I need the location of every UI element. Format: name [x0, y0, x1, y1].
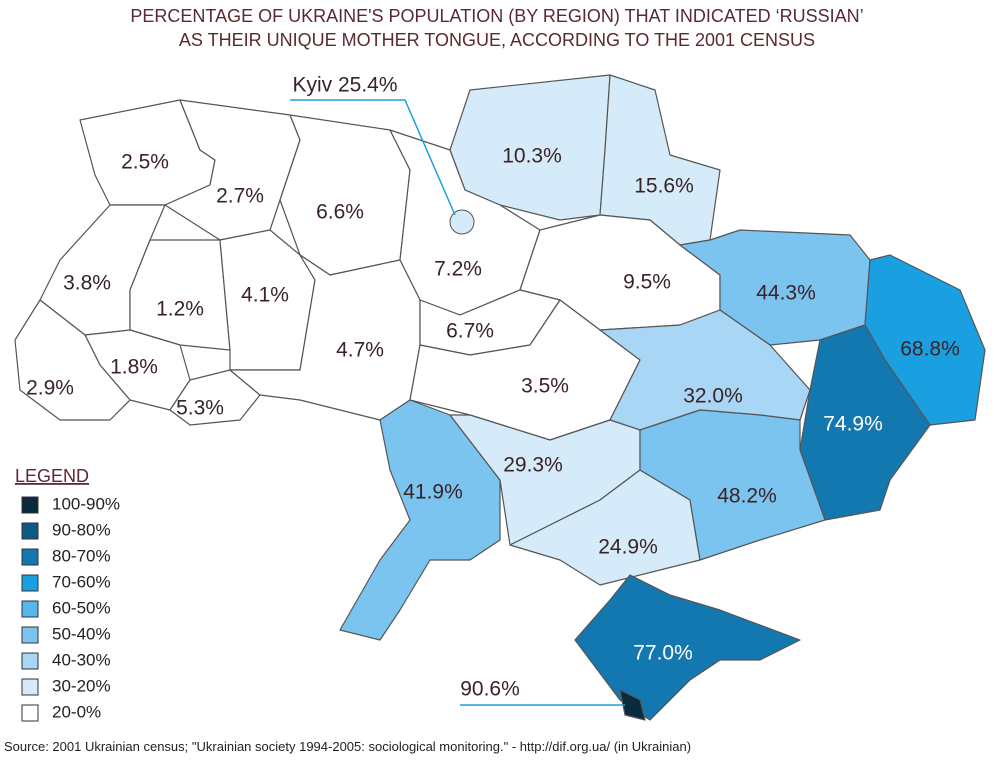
region-label: 3.5% [521, 375, 569, 398]
legend-label: 90-80% [52, 520, 111, 539]
region-label: 5.3% [176, 397, 224, 420]
region-shape [129, 239, 231, 351]
region-shape [279, 114, 411, 276]
region-shape [799, 324, 931, 521]
region-label: 4.1% [241, 284, 289, 307]
legend-label: 40-30% [52, 650, 111, 669]
region-label: 6.6% [316, 201, 364, 224]
regions [14, 74, 986, 721]
region-labels: 2.5% 2.7% 6.6% 10.3% 15.6% 3.8% 1.2% 4.1% 7.2% 9.… [26, 145, 960, 665]
legend-swatch [21, 574, 39, 592]
legend-label: 70-60% [52, 572, 111, 591]
callout-label: Kyiv 25.4% [292, 74, 397, 97]
region-shape [619, 689, 646, 721]
legend-label: 50-40% [52, 624, 111, 643]
legend-label: 80-70% [52, 546, 111, 565]
region-shape [574, 574, 801, 721]
region-label: 1.2% [156, 298, 204, 321]
leader-line [290, 99, 456, 216]
legend-swatch [21, 548, 39, 566]
region-label: 2.9% [26, 377, 74, 400]
legend-swatch [21, 600, 39, 618]
legend-label: 100-90% [52, 494, 120, 513]
region-label: 7.2% [434, 258, 482, 281]
region-shape [639, 409, 826, 561]
legend-swatch [21, 704, 39, 722]
region-label: 6.7% [446, 320, 494, 343]
region-label: 44.3% [756, 282, 816, 305]
legend-label: 30-20% [52, 676, 111, 695]
region-label: 4.7% [336, 339, 384, 362]
legend: 100-90% 90-80% 80-70% 70-60% 60-50% 50-40% 40-… [21, 494, 120, 722]
legend-swatch [21, 496, 39, 514]
region-label: 24.9% [598, 536, 658, 559]
region-label: 29.3% [503, 454, 563, 477]
legend-label: 60-50% [52, 598, 111, 617]
callout-label: 90.6% [460, 678, 520, 701]
legend-swatch [21, 626, 39, 644]
region-label: 2.7% [216, 185, 264, 208]
region-label: 41.9% [403, 481, 463, 504]
kyiv-city [449, 209, 475, 235]
title-line: PERCENTAGE OF UKRAINE'S POPULATION (BY R… [130, 6, 863, 26]
region-label: 32.0% [683, 385, 743, 408]
legend-swatch [21, 652, 39, 670]
region-label: 77.0% [633, 642, 693, 665]
title-line: AS THEIR UNIQUE MOTHER TONGUE, ACCORDING… [179, 30, 815, 50]
region-shape [14, 299, 131, 421]
source: Source: 2001 Ukrainian census; "Ukrainia… [4, 739, 691, 754]
region-label: 3.8% [63, 272, 111, 295]
legend-label: 20-0% [52, 702, 101, 721]
region-label: 15.6% [634, 175, 694, 198]
legend-title: LEGEND [15, 466, 89, 486]
region-label: 1.8% [110, 356, 158, 379]
region-label: 74.9% [823, 413, 883, 436]
region-label: 48.2% [717, 485, 777, 508]
legend-swatch [21, 522, 39, 540]
region-label: 68.8% [900, 338, 960, 361]
region-label: 2.5% [121, 151, 169, 174]
legend-swatch [21, 678, 39, 696]
region-label: 10.3% [502, 145, 562, 168]
region-label: 9.5% [623, 271, 671, 294]
